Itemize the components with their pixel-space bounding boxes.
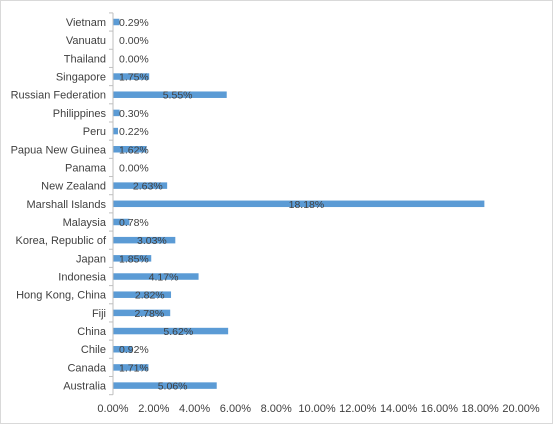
bar [113,309,171,317]
x-tick-label: 4.00% [179,403,210,415]
x-tick-label: 16.00% [421,403,459,415]
data-label: 1.85% [119,253,149,265]
bar [113,382,217,389]
data-label: 5.62% [163,326,193,338]
x-tick-label: 6.00% [220,403,251,415]
data-label: 0.22% [119,126,149,138]
category-label: Papua New Guinea [11,144,107,156]
category-label: Hong Kong, China [16,290,107,302]
category-label: Chile [81,344,106,356]
bar [113,236,176,244]
bar [113,127,118,135]
category-label: New Zealand [41,181,106,193]
category-label: Australia [63,381,107,393]
bar [113,146,147,153]
bar [113,218,130,226]
category-label: China [77,326,107,338]
x-tick-label: 8.00% [261,403,292,415]
x-tick-label: 14.00% [380,403,418,415]
category-label: Indonesia [58,272,107,284]
bar [113,91,227,98]
category-label: Peru [83,126,106,138]
data-label: 1.71% [119,362,149,374]
bar [113,345,133,353]
data-label: 5.55% [163,90,193,102]
data-label: 2.82% [135,290,165,302]
data-label: 2.78% [134,308,164,320]
data-label: 0.78% [119,217,149,229]
x-tick-label: 0.00% [97,403,128,415]
bar [113,182,168,189]
category-label: Fiji [92,308,106,320]
x-tick-label: 12.00% [339,403,377,415]
category-label: Panama [65,162,107,174]
data-label: 0.29% [119,17,149,29]
category-label: Vietnam [66,17,106,29]
data-label: 5.06% [158,381,188,393]
data-label: 0.30% [119,108,149,120]
x-tick-label: 10.00% [298,403,336,415]
bar [113,200,485,208]
bar [113,255,152,262]
x-tick-label: 2.00% [138,403,169,415]
data-label: 0.00% [119,53,149,65]
category-label: Russian Federation [11,90,106,102]
bar [113,73,150,80]
x-tick-label: 20.00% [502,403,540,415]
data-label: 3.03% [137,235,167,247]
data-label: 0.92% [119,344,149,356]
data-label: 0.00% [119,162,149,174]
category-label: Thailand [64,53,106,65]
category-label: Malaysia [63,217,107,229]
category-label: Canada [67,362,106,374]
data-label: 1.62% [119,144,149,156]
bar [113,273,199,280]
data-label: 2.63% [133,181,163,193]
bar [113,109,120,117]
bar [113,364,149,371]
bar [113,291,172,298]
category-label: Japan [76,253,106,265]
category-label: Marshall Islands [27,199,107,211]
bar [113,18,120,26]
bar [113,327,229,335]
data-label: 1.75% [119,72,149,84]
category-label: Korea, Republic of [16,235,107,247]
x-tick-label: 18.00% [462,403,500,415]
category-label: Singapore [56,72,106,84]
data-label: 18.18% [289,199,325,211]
category-label: Philippines [53,108,107,120]
data-label: 4.17% [149,272,179,284]
category-label: Vanuatu [66,35,106,47]
data-label: 0.00% [119,35,149,47]
